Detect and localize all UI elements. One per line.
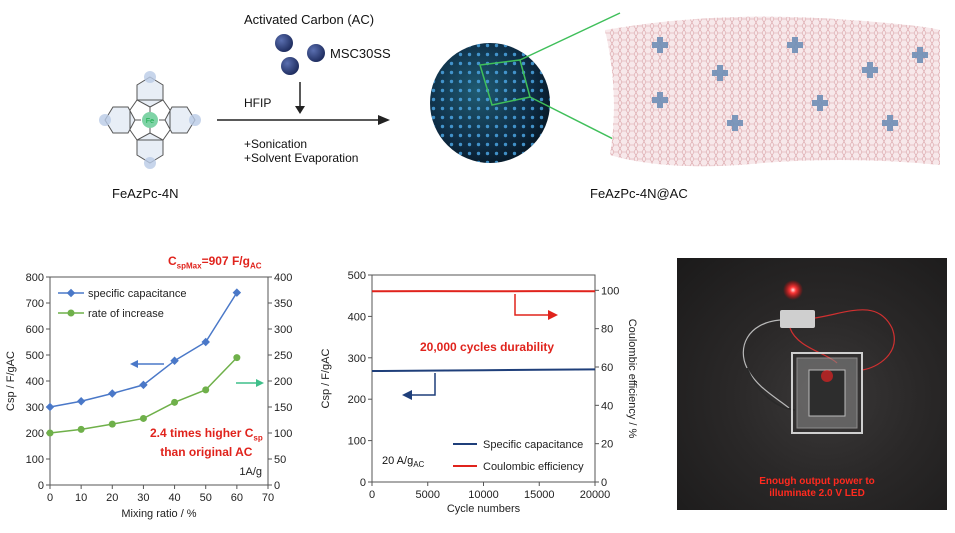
step2-label: +Solvent Evaporation	[244, 151, 359, 165]
reagent-top-label: Activated Carbon (AC)	[244, 12, 375, 27]
feazpc-4n-molecule: Fe	[99, 71, 201, 169]
chart1-point	[139, 414, 147, 422]
chart2-yl-tick-label: 300	[348, 353, 366, 365]
chart2-right-arrowhead	[548, 310, 558, 320]
chart1-point	[201, 337, 210, 347]
chart1-yl-tick-label: 100	[26, 454, 44, 466]
chart1-yr-tick-label: 250	[274, 350, 292, 362]
chart1-legend-marker	[67, 309, 75, 317]
product-illustration	[430, 12, 940, 167]
chart1-point	[45, 402, 55, 412]
chart1-legend-label: specific capacitance	[88, 288, 186, 300]
chart1-yr-tick-label: 350	[274, 298, 292, 310]
chart2-yl-tick-label: 200	[348, 394, 366, 406]
chart2-x-tick-label: 0	[369, 489, 375, 501]
chart1-condition: 1A/g	[239, 466, 262, 478]
chart2-x-axis-label: Cycle numbers	[447, 503, 521, 515]
chart1-yl-tick-label: 500	[26, 350, 44, 362]
chart1-point	[46, 429, 54, 437]
chart1-annotation-mid: 2.4 times higher Csp than original AC	[150, 426, 263, 460]
chart-mixing-ratio: 0 10 20 30 40 50 60 700100200300400500600700800…	[5, 272, 300, 520]
chart1-right-arrowhead	[256, 379, 264, 387]
chart2-left-arrow	[410, 373, 436, 396]
chart2-legend-label: Coulombic efficiency	[483, 461, 584, 473]
chart2-yl-tick-label: 0	[360, 477, 366, 489]
chart1-x-tick-label: 60	[231, 492, 243, 504]
chart1-x-tick-label: 10	[75, 492, 87, 504]
chart1-x-tick-label: 40	[168, 492, 180, 504]
chart2-yr-tick-label: 80	[601, 324, 613, 336]
chart1-yr-tick-label: 150	[274, 402, 292, 414]
photo-caption: Enough output power to illuminate 2.0 V …	[759, 476, 875, 499]
chart2-legend-label: Specific capacitance	[483, 439, 583, 451]
chart1-yl-tick-label: 800	[26, 272, 44, 284]
reagent-particles-label: MSC30SS	[330, 46, 391, 61]
reaction-arrow	[217, 82, 390, 125]
chart1-point	[170, 356, 179, 365]
chart1-yr-tick-label: 300	[274, 324, 292, 336]
chart1-yl-tick-label: 700	[26, 298, 44, 310]
chart2-yr-tick-label: 100	[601, 285, 619, 297]
product-label: FeAzPc-4N@AC	[590, 186, 688, 201]
chart1-yr-tick-label: 400	[274, 272, 292, 284]
chart1-x-axis-label: Mixing ratio / %	[121, 508, 196, 520]
chart1-legend-label: rate of increase	[88, 308, 164, 320]
led-demo-photo: Enough output power to illuminate 2.0 V …	[677, 258, 947, 510]
photo-illustration	[742, 280, 895, 434]
metal-center-label: Fe	[146, 118, 154, 125]
chart1-point	[108, 420, 116, 428]
carbon-particles	[275, 34, 325, 75]
chart2-x-tick-label: 20000	[580, 489, 611, 501]
chart1-x-tick-label: 70	[262, 492, 274, 504]
chart2-x-tick-label: 15000	[524, 489, 555, 501]
chart1-point	[108, 389, 117, 398]
chart1-yr-tick-label: 200	[274, 376, 292, 388]
chart2-yr-axis-label: Coulombic efficiency / %	[626, 319, 638, 439]
chart1-yr-tick-label: 100	[274, 428, 292, 440]
chart2-yr-tick-label: 0	[601, 477, 607, 489]
chart1-left-arrowhead	[130, 360, 138, 368]
chart1-yr-tick-label: 50	[274, 454, 286, 466]
chart2-yl-tick-label: 400	[348, 311, 366, 323]
chart1-point	[139, 380, 148, 390]
chart2-condition: 20 A/gAC	[382, 455, 425, 470]
chart2-right-arrow	[514, 294, 550, 316]
chart1-yl-tick-label: 600	[26, 324, 44, 336]
chart1-point	[76, 397, 86, 406]
chart1-point	[77, 425, 85, 433]
chart1-point	[233, 354, 241, 362]
chart1-point	[171, 398, 179, 406]
chart1-yl-tick-label: 0	[38, 480, 44, 492]
chart2-yl-tick-label: 500	[348, 270, 366, 282]
chart2-x-tick-label: 5000	[416, 489, 440, 501]
solvent-label: HFIP	[244, 96, 272, 110]
chart1-x-tick-label: 30	[137, 492, 149, 504]
chart1-point	[232, 288, 242, 297]
chart2-yr-tick-label: 20	[601, 439, 613, 451]
chart2-yr-tick-label: 40	[601, 400, 613, 412]
step1-label: +Sonication	[244, 137, 308, 151]
chart1-legend-marker	[66, 288, 76, 298]
chart2-yl-tick-label: 100	[348, 436, 366, 448]
chart2-annotation: 20,000 cycles durability	[420, 340, 555, 354]
chart1-yl-tick-label: 200	[26, 428, 44, 440]
chart1-x-tick-label: 20	[106, 492, 118, 504]
chart1-yr-tick-label: 0	[274, 480, 280, 492]
chart2-left-arrowhead	[402, 390, 412, 400]
left-molecule-label: FeAzPc-4N	[112, 186, 179, 201]
chart1-annotation-top: CspMax=907 F/gAC	[168, 254, 262, 271]
chart2-series-line-0	[371, 368, 596, 373]
chart2-yl-axis-label: Csp / F/gAC	[320, 348, 332, 408]
chart1-x-tick-label: 50	[200, 492, 212, 504]
chart2-x-tick-label: 10000	[468, 489, 499, 501]
chart1-point	[202, 386, 210, 394]
chart1-yl-axis-label: Csp / F/gAC	[5, 351, 17, 411]
chart1-x-tick-label: 0	[47, 492, 53, 504]
chart2-yr-tick-label: 60	[601, 362, 613, 374]
chart1-yr-axis-label: %	[299, 376, 300, 386]
chart-cycle-durability: 0 5000 10000 15000 2000001002003004005000204…	[320, 270, 638, 515]
chart1-yl-tick-label: 400	[26, 376, 44, 388]
chart1-yl-tick-label: 300	[26, 402, 44, 414]
